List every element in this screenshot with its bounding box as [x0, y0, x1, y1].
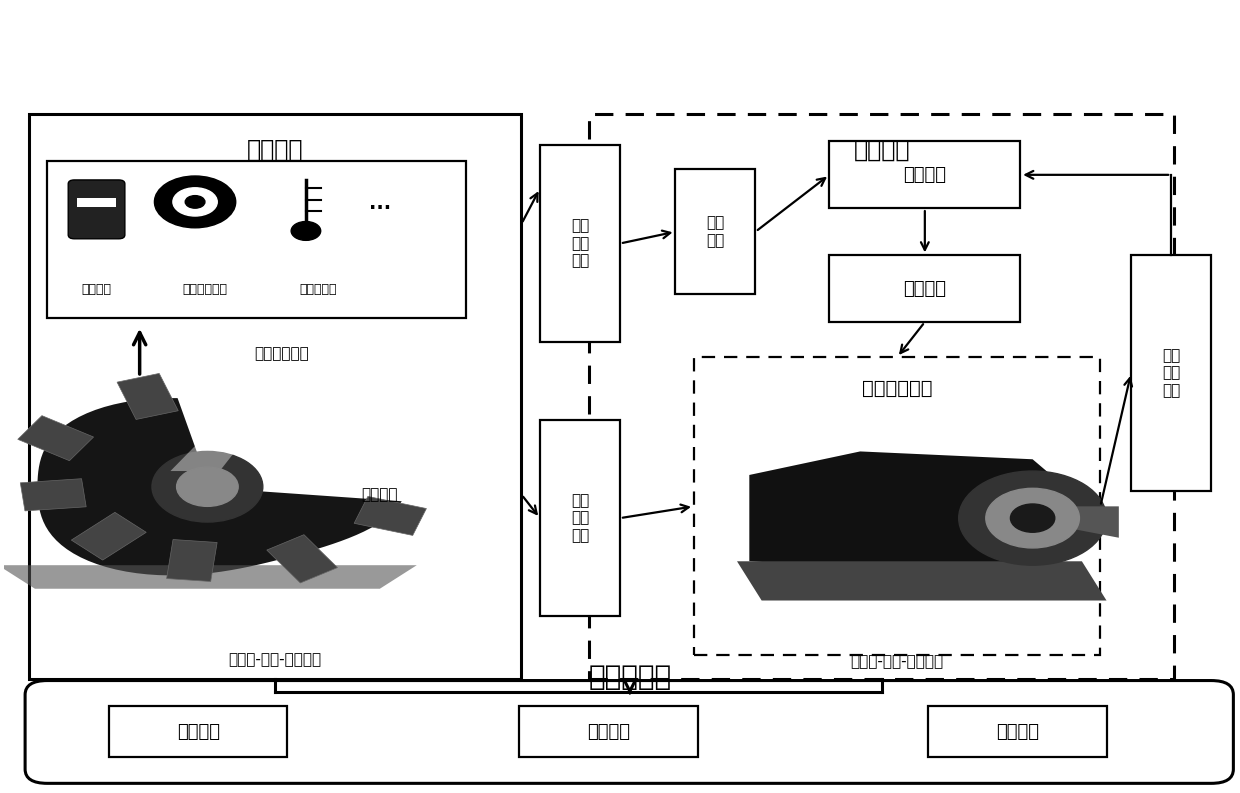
Text: 实际
测量
数据: 实际 测量 数据 — [570, 219, 589, 268]
Bar — [47, 161, 466, 318]
Polygon shape — [737, 561, 1106, 600]
Polygon shape — [17, 416, 93, 461]
Polygon shape — [170, 408, 269, 471]
Circle shape — [1011, 504, 1055, 532]
Text: 统一物理模型: 统一物理模型 — [862, 379, 932, 398]
Bar — [694, 358, 1100, 656]
Bar — [77, 198, 117, 208]
FancyBboxPatch shape — [68, 180, 125, 239]
Circle shape — [291, 221, 321, 240]
Text: 电涡流传感器: 电涡流传感器 — [182, 283, 227, 297]
Bar — [928, 707, 1106, 757]
Polygon shape — [117, 374, 179, 419]
Polygon shape — [20, 479, 87, 511]
Bar — [676, 169, 755, 294]
Bar — [41, 412, 510, 663]
Circle shape — [155, 176, 236, 228]
Polygon shape — [0, 565, 417, 588]
Text: 预测
仗真
数据: 预测 仗真 数据 — [1162, 348, 1180, 398]
Bar — [830, 255, 1021, 322]
Bar — [830, 141, 1021, 209]
FancyBboxPatch shape — [25, 680, 1234, 783]
Text: 物理实体: 物理实体 — [247, 137, 304, 161]
Circle shape — [153, 451, 263, 522]
Text: 交互与融合: 交互与融合 — [588, 663, 671, 691]
Bar — [520, 707, 698, 757]
Text: 损伤检测: 损伤检测 — [176, 723, 219, 741]
Circle shape — [176, 467, 238, 507]
Bar — [109, 707, 288, 757]
Text: 环境感知: 环境感知 — [362, 487, 398, 502]
Circle shape — [986, 488, 1079, 548]
Polygon shape — [37, 398, 402, 576]
Bar — [1131, 255, 1211, 491]
Text: 温度传感器: 温度传感器 — [300, 283, 337, 297]
Text: 模型修正: 模型修正 — [903, 280, 946, 297]
Polygon shape — [72, 512, 146, 560]
Bar — [539, 145, 620, 342]
Polygon shape — [1058, 507, 1118, 538]
Bar — [589, 114, 1174, 679]
Text: 涡轮盘-转子-支承系统: 涡轮盘-转子-支承系统 — [228, 652, 321, 667]
Text: 孟生模型: 孟生模型 — [853, 137, 910, 161]
Circle shape — [959, 471, 1106, 565]
Text: 信号
处理: 信号 处理 — [707, 216, 724, 248]
Bar — [29, 114, 522, 679]
Text: 加速度计: 加速度计 — [82, 283, 112, 297]
Polygon shape — [355, 496, 427, 535]
Polygon shape — [749, 451, 1070, 577]
Bar — [539, 420, 620, 616]
Text: 工况
环境
参数: 工况 环境 参数 — [570, 493, 589, 543]
Text: 故障诊断: 故障诊断 — [587, 723, 630, 741]
Polygon shape — [267, 534, 337, 583]
Circle shape — [172, 188, 217, 216]
Text: 寿命预测: 寿命预测 — [996, 723, 1039, 741]
Text: 涡轮盘-转子-支承系统: 涡轮盘-转子-支承系统 — [851, 654, 944, 669]
Polygon shape — [166, 539, 217, 581]
Text: 偏差计算: 偏差计算 — [903, 166, 946, 184]
Text: 运行状态感知: 运行状态感知 — [254, 346, 309, 361]
Text: ...: ... — [368, 194, 391, 213]
Circle shape — [185, 196, 205, 209]
